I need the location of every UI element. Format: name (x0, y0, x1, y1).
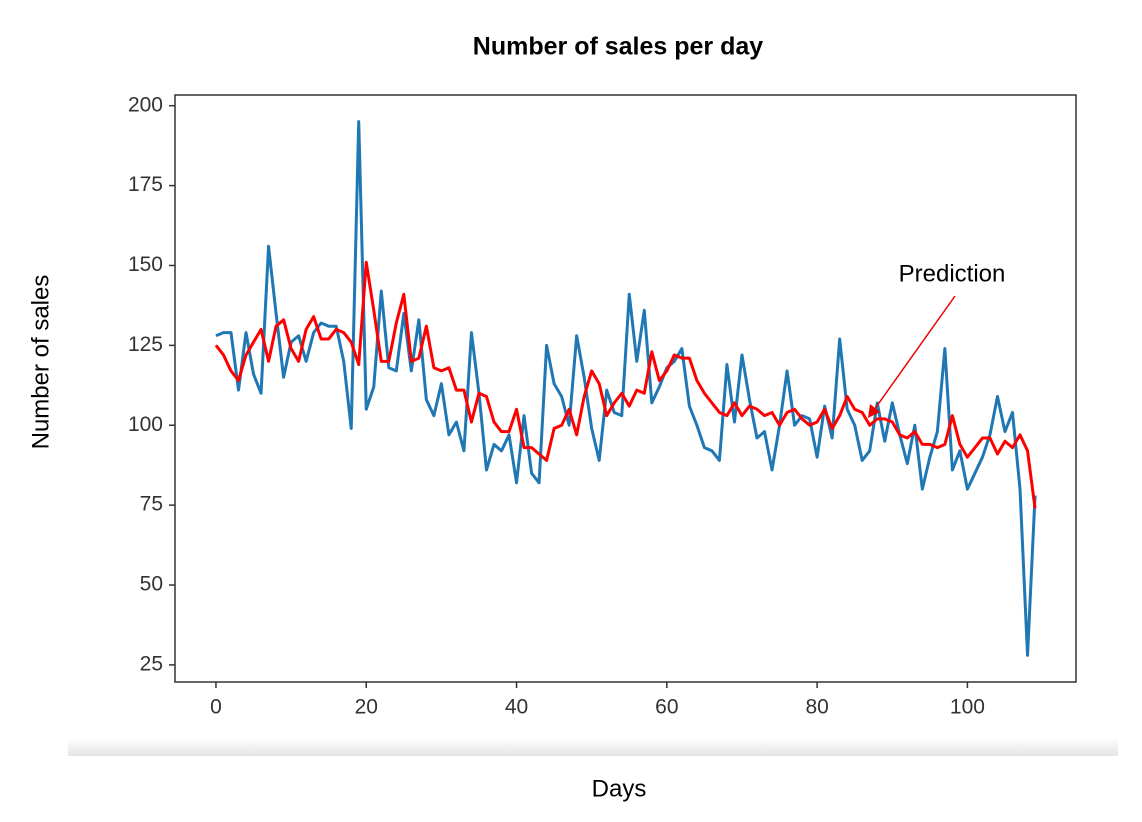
annotation-arrowhead (868, 404, 880, 418)
x-tick-label: 60 (655, 696, 678, 719)
line-series (214, 260, 1037, 509)
plot-frame (174, 94, 1077, 683)
x-tick-label: 40 (505, 696, 528, 719)
x-tick-label: 100 (950, 696, 985, 719)
x-tick-label: 80 (805, 696, 828, 719)
y-axis-label: Number of sales (27, 275, 54, 450)
y-tick-label: 125 (128, 333, 163, 356)
line-series (215, 120, 1037, 657)
x-tick-label: 0 (210, 696, 222, 719)
y-tick-label: 75 (140, 493, 163, 516)
chart-title: Number of sales per day (473, 33, 763, 61)
y-tick-label: 25 (140, 652, 163, 675)
x-tick-label: 20 (355, 696, 378, 719)
y-tick-label: 150 (128, 253, 163, 276)
annotation-arrow (873, 295, 956, 411)
y-tick-label: 200 (128, 93, 163, 116)
y-tick-label: 50 (140, 573, 163, 596)
separator (68, 738, 1118, 756)
annotation: Prediction (899, 260, 1006, 287)
y-tick-label: 100 (128, 413, 163, 436)
y-tick-label: 175 (128, 173, 163, 196)
x-axis-label: Days (592, 775, 647, 802)
